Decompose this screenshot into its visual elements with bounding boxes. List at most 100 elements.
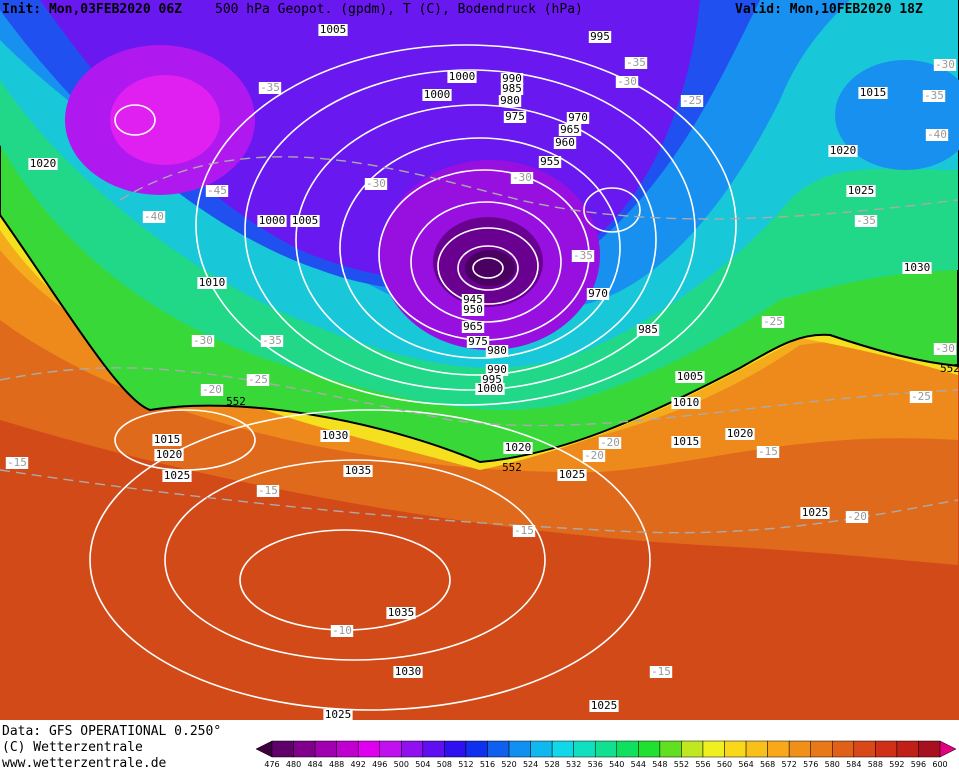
isobar-label-box — [588, 31, 612, 43]
temperature-label: -35 — [260, 81, 280, 94]
isobar-label-box — [553, 137, 577, 149]
isobar-label: 1030 — [904, 261, 931, 274]
isobar-label: 955 — [540, 155, 560, 168]
isobar-label-box — [290, 215, 320, 227]
isobar-label: 1005 — [320, 23, 347, 36]
legend-swatch — [724, 740, 747, 758]
isobar-label: 945 — [463, 293, 483, 306]
isobar-label-box — [589, 700, 619, 712]
height-label: 552 — [502, 461, 522, 474]
temperature-label: -10 — [332, 624, 352, 637]
isobar-label: 1000 — [424, 88, 451, 101]
isobar-label-box — [557, 469, 587, 481]
legend-swatch — [573, 740, 596, 758]
legend-level: 544 — [631, 760, 646, 769]
legend-swatch — [530, 740, 553, 758]
isobar-label-box — [858, 87, 888, 99]
isobar-label: 995 — [590, 30, 610, 43]
isobar-label-box — [323, 709, 353, 721]
legend-swatch — [702, 740, 725, 758]
isobar-label: 990 — [487, 363, 507, 376]
isobar-label: 970 — [588, 287, 608, 300]
legend-swatch — [918, 740, 941, 758]
temperature-label-box — [909, 391, 933, 403]
isobar-label-box — [320, 430, 350, 442]
legend-level: 524 — [523, 760, 538, 769]
temperature-label-box — [260, 335, 284, 347]
isotherms — [0, 156, 959, 534]
isobar-label: 1025 — [591, 699, 618, 712]
isobar-label-box — [636, 324, 660, 336]
legend-level: 536 — [588, 760, 603, 769]
legend-level: 572 — [782, 760, 797, 769]
temperature-label: -25 — [763, 315, 783, 328]
temperature-label-box — [258, 82, 282, 94]
temperature-label: -15 — [651, 665, 671, 678]
isobar-label: 985 — [638, 323, 658, 336]
isobar-label: 1025 — [848, 184, 875, 197]
temperature-label-box — [571, 250, 595, 262]
isobar-label-box — [466, 336, 490, 348]
temperature-label-box — [5, 457, 29, 469]
isobar-label-box — [800, 507, 830, 519]
temperature-label: -30 — [193, 334, 213, 347]
isobar-label: 985 — [502, 82, 522, 95]
temperature-label-box — [680, 95, 704, 107]
legend-level: 588 — [868, 760, 883, 769]
isobar-label-box — [447, 71, 477, 83]
legend-level: 476 — [264, 760, 279, 769]
temperature-label-box — [200, 384, 224, 396]
temperature-label-box — [756, 446, 780, 458]
isobar-label: 1020 — [830, 144, 857, 157]
isobar-label-box — [197, 277, 227, 289]
init-time: Init: Mon,03FEB2020 06Z — [2, 2, 182, 17]
temperature-label-box — [615, 76, 639, 88]
temperature-label-box — [854, 215, 878, 227]
legend-level: 552 — [674, 760, 689, 769]
isobar-label: 965 — [560, 123, 580, 136]
legend-swatch — [896, 740, 919, 758]
legend-level: 508 — [437, 760, 452, 769]
isobar-label: 980 — [487, 344, 507, 357]
legend-swatch — [293, 740, 316, 758]
height-band — [465, 250, 515, 286]
legend-level: 564 — [738, 760, 753, 769]
legend-level: 516 — [480, 760, 495, 769]
isobar-label: 995 — [482, 373, 502, 386]
isobar-label-box — [422, 89, 452, 101]
temperature-label-box — [256, 485, 280, 497]
isobar-label: 1015 — [673, 435, 700, 448]
isobar-label: 990 — [502, 72, 522, 85]
isobar-label-box — [475, 383, 505, 395]
legend-swatch — [638, 740, 661, 758]
legend-level: 584 — [846, 760, 861, 769]
isobar-label: 1020 — [727, 427, 754, 440]
isobar-label-box — [828, 145, 858, 157]
isobar-label: 1035 — [388, 606, 415, 619]
legend-level: 548 — [652, 760, 667, 769]
isobar-label-box — [500, 73, 524, 85]
temperature-label-box — [933, 343, 957, 355]
isobar-label: 1000 — [259, 214, 286, 227]
temperature-label-box — [330, 625, 354, 637]
isobar-label-box — [538, 156, 562, 168]
legend-swatch — [314, 740, 337, 758]
isobar-label: 970 — [568, 111, 588, 124]
legend-level: 500 — [394, 760, 409, 769]
legend-swatch — [745, 740, 768, 758]
temperature-label-box — [205, 185, 229, 197]
isobar-label: 980 — [500, 94, 520, 107]
temperature-label: -35 — [262, 334, 282, 347]
temperature-label: -30 — [617, 75, 637, 88]
legend-swatch — [875, 740, 898, 758]
temperature-label: -25 — [911, 390, 931, 403]
height-label: 552 — [940, 362, 959, 375]
temperature-label: -30 — [935, 58, 955, 71]
legend-level: 556 — [695, 760, 710, 769]
legend-swatch — [508, 740, 531, 758]
isobar-label: 1010 — [673, 396, 700, 409]
legend-swatch — [487, 740, 510, 758]
legend-level: 528 — [544, 760, 559, 769]
